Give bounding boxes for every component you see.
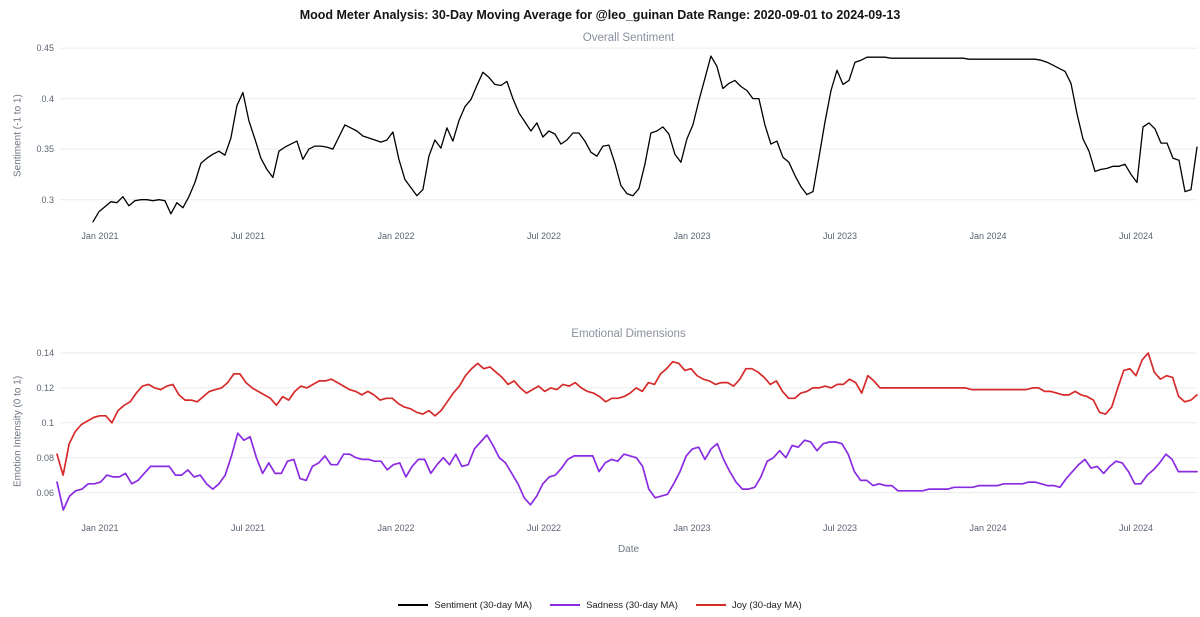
y-tick-label: 0.1	[41, 417, 54, 428]
subplot-title-overall-sentiment: Overall Sentiment	[582, 32, 675, 44]
y-tick-label: 0.08	[36, 452, 54, 463]
x-tick-label: Jan 2021	[81, 523, 119, 533]
x-tick-label: Jul 2021	[230, 523, 265, 533]
x-tick-label: Jan 2021	[81, 231, 119, 241]
x-tick-label: Jan 2023	[673, 231, 711, 241]
y-tick-label: 0.45	[36, 43, 54, 54]
x-tick-label: Jan 2022	[377, 523, 415, 533]
x-tick-label: Jul 2022	[526, 231, 561, 241]
legend-item-label: Joy (30-day MA)	[731, 599, 802, 611]
legend-line-swatch	[398, 604, 429, 606]
legend-line-swatch	[695, 604, 726, 606]
x-tick-label: Jul 2022	[526, 523, 561, 533]
y-tick-label: 0.3	[41, 194, 54, 205]
legend-item-joy[interactable]: Joy (30-day MA)	[695, 599, 802, 611]
x-tick-label: Jan 2022	[377, 231, 415, 241]
y-tick-label: 0.12	[36, 382, 54, 393]
x-tick-label: Jan 2024	[969, 523, 1007, 533]
x-tick-label: Jul 2024	[1119, 523, 1154, 533]
figure-title: Mood Meter Analysis: 30-Day Moving Avera…	[299, 8, 901, 22]
x-tick-label: Jul 2021	[230, 231, 265, 241]
y-tick-label: 0.06	[36, 487, 54, 498]
sentiment-chart-plot-area[interactable]	[0, 0, 1200, 300]
y-tick-label: 0.14	[36, 347, 54, 358]
x-axis-title-date: Date	[617, 544, 640, 555]
legend-item-label: Sadness (30-day MA)	[586, 599, 678, 611]
x-tick-label: Jul 2023	[822, 523, 858, 533]
legend: Sentiment (30-day MA) Sadness (30-day MA)…	[0, 596, 1200, 614]
emotions-chart-plot-area[interactable]	[0, 300, 1200, 600]
y-tick-label: 0.35	[36, 144, 54, 155]
y-tick-label: 0.4	[41, 93, 54, 104]
x-tick-label: Jan 2023	[673, 523, 711, 533]
legend-item-label: Sentiment (30-day MA)	[434, 599, 533, 611]
x-tick-label: Jan 2024	[969, 231, 1007, 241]
legend-item-sentiment[interactable]: Sentiment (30-day MA)	[398, 600, 532, 611]
legend-line-swatch	[550, 604, 581, 606]
subplot-title-emotional-dimensions: Emotional Dimensions	[571, 328, 686, 340]
x-tick-label: Jul 2024	[1119, 231, 1154, 241]
x-tick-label: Jul 2023	[822, 231, 858, 241]
legend-item-sadness[interactable]: Sadness (30-day MA)	[550, 600, 678, 611]
